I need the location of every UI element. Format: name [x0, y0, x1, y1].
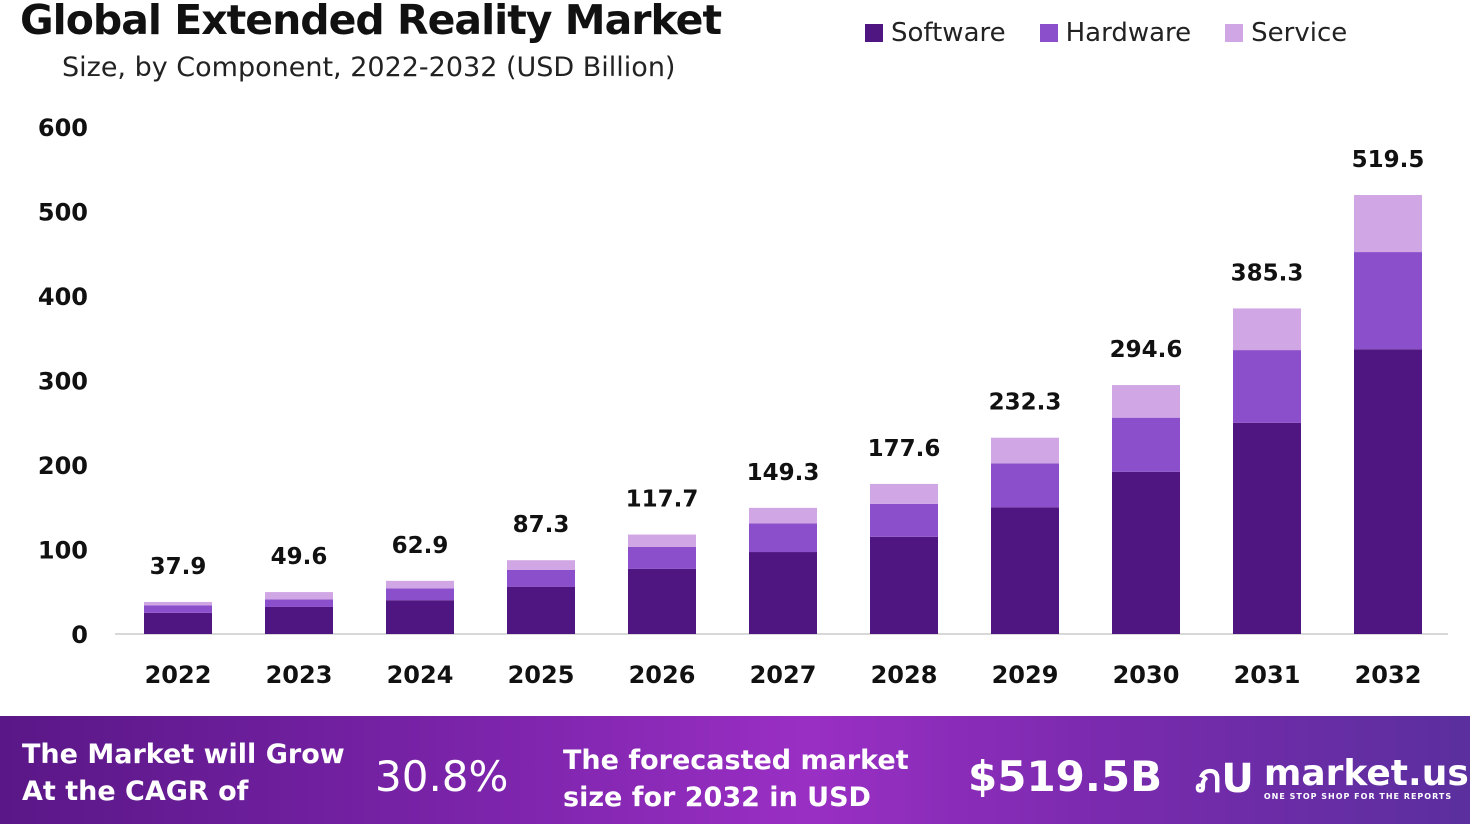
- x-tick-label: 2022: [145, 661, 212, 689]
- bar-segment-hardware: [507, 569, 575, 587]
- forecast-value: $519.5B: [968, 752, 1163, 801]
- bar-segment-service: [749, 507, 817, 524]
- legend: Software Hardware Service: [865, 18, 1347, 48]
- legend-hardware: Hardware: [1039, 18, 1192, 48]
- data-label: 87.3: [513, 512, 570, 538]
- bar-segment-software: [991, 507, 1059, 634]
- bar-segment-service: [265, 592, 333, 600]
- x-tick-label: 2032: [1355, 661, 1422, 689]
- bar-segment-hardware: [1354, 252, 1422, 350]
- forecast-label: The forecasted market size for 2032 in U…: [563, 742, 909, 816]
- bar-segment-software: [749, 552, 817, 634]
- bar-segment-hardware: [144, 605, 212, 613]
- x-tick-label: 2023: [266, 661, 333, 689]
- chart-subtitle: Size, by Component, 2022-2032 (USD Billi…: [62, 52, 676, 83]
- data-label: 519.5: [1352, 147, 1425, 173]
- x-tick-label: 2026: [629, 661, 696, 689]
- bar-segment-service: [870, 483, 938, 504]
- bar-segment-service: [628, 534, 696, 547]
- cagr-label: The Market will Grow At the CAGR of: [22, 736, 345, 810]
- x-tick-label: 2031: [1234, 661, 1301, 689]
- bar-segment-hardware: [991, 463, 1059, 508]
- bar-segment-service: [991, 437, 1059, 464]
- y-tick-label: 600: [38, 114, 88, 142]
- legend-label: Hardware: [1065, 18, 1192, 48]
- bar-segment-hardware: [1233, 350, 1301, 423]
- footer-banner: The Market will Grow At the CAGR of 30.8…: [0, 716, 1470, 824]
- forecast-label-line1: The forecasted market: [563, 745, 909, 776]
- y-tick-label: 500: [38, 199, 88, 227]
- x-tick-label: 2024: [387, 661, 454, 689]
- x-tick-label: 2025: [508, 661, 575, 689]
- legend-swatch-software: [865, 24, 883, 42]
- data-label: 177.6: [868, 436, 941, 462]
- data-label: 62.9: [392, 533, 449, 559]
- bar-segment-service: [1354, 195, 1422, 253]
- data-label: 37.9: [150, 554, 207, 580]
- forecast-label-line2: size for 2032 in USD: [563, 782, 871, 813]
- x-tick-label: 2028: [871, 661, 938, 689]
- bar-segment-hardware: [749, 523, 817, 553]
- bar-segment-hardware: [1112, 417, 1180, 472]
- legend-label: Service: [1251, 18, 1348, 48]
- legend-service: Service: [1225, 18, 1347, 48]
- bar-segment-software: [386, 600, 454, 634]
- bar-segment-software: [1354, 349, 1422, 634]
- logo-name: market.us: [1263, 752, 1469, 794]
- bar-segment-service: [1112, 385, 1180, 418]
- logo-tagline: ONE STOP SHOP FOR THE REPORTS: [1263, 791, 1453, 801]
- data-label: 49.6: [271, 544, 328, 570]
- y-tick-label: 300: [38, 368, 88, 396]
- bar-segment-software: [870, 536, 938, 634]
- cagr-label-line2: At the CAGR of: [22, 776, 249, 807]
- data-label: 149.3: [747, 460, 820, 486]
- chart-title: Global Extended Reality Market: [20, 0, 722, 44]
- cagr-label-line1: The Market will Grow: [22, 739, 345, 770]
- cagr-value: 30.8%: [375, 752, 509, 801]
- x-tick-label: 2030: [1113, 661, 1180, 689]
- bar-segment-hardware: [628, 546, 696, 569]
- x-tick-label: 2027: [750, 661, 817, 689]
- bar-segment-software: [1112, 471, 1180, 634]
- data-label: 385.3: [1231, 260, 1304, 286]
- y-tick-label: 400: [38, 283, 88, 311]
- data-label: 117.7: [626, 487, 699, 513]
- legend-software: Software: [865, 18, 1006, 48]
- bar-segment-software: [1233, 422, 1301, 634]
- bar-segment-service: [507, 560, 575, 570]
- data-label: 232.3: [989, 390, 1062, 416]
- bar-segment-software: [507, 586, 575, 634]
- legend-swatch-hardware: [1039, 24, 1058, 42]
- market-us-logo: ภU market.us ONE STOP SHOP FOR THE REPOR…: [1195, 746, 1469, 810]
- bar-segment-service: [144, 601, 212, 606]
- bar-chart: 0 100 200 300 400 500 600 37.9 2022 49.6 2023 62.9 2…: [38, 114, 1448, 689]
- legend-swatch-service: [1225, 24, 1244, 42]
- bar-segment-hardware: [386, 588, 454, 601]
- bar-segment-software: [628, 568, 696, 634]
- bar-segment-hardware: [870, 503, 938, 537]
- data-label: 294.6: [1110, 337, 1183, 363]
- y-tick-label: 200: [38, 452, 88, 480]
- logo-icon: ภU: [1195, 756, 1254, 802]
- legend-label: Software: [891, 18, 1006, 48]
- bar-segment-hardware: [265, 599, 333, 607]
- y-tick-label: 0: [71, 621, 88, 649]
- y-tick-label: 100: [38, 537, 88, 565]
- bar-segment-service: [1233, 308, 1301, 351]
- bar-segment-service: [386, 580, 454, 589]
- bar-segment-software: [265, 606, 333, 634]
- x-tick-label: 2029: [992, 661, 1059, 689]
- bar-segment-software: [144, 612, 212, 634]
